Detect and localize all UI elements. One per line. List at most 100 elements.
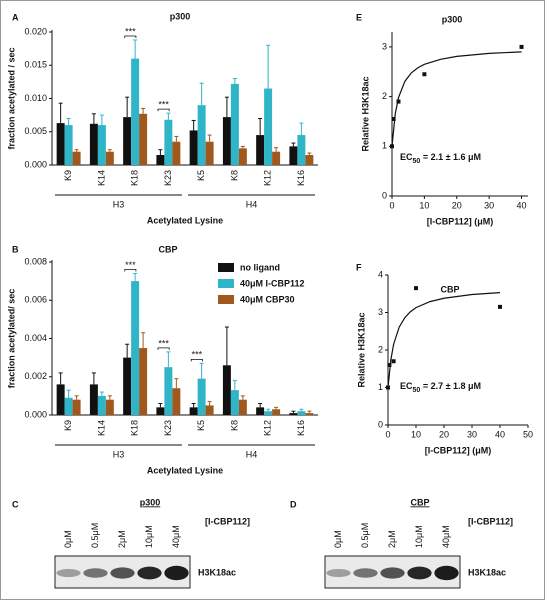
data-point: [498, 304, 502, 309]
lane-label: 0.5μM: [90, 523, 100, 548]
bar: [56, 384, 65, 415]
y-tick-label: 0.000: [24, 409, 47, 419]
group-label: H4: [246, 449, 258, 459]
ec50-annotation: EC50 = 2.7 ± 1.8 μM: [400, 381, 481, 393]
legend-label: 40μM I-CBP112: [240, 278, 305, 288]
bar: [205, 141, 214, 165]
y-axis-label: Relative H3K18ac: [360, 76, 370, 151]
bar: [264, 411, 273, 415]
data-point: [391, 359, 396, 364]
blot-band: [83, 568, 108, 578]
bar: [56, 123, 65, 165]
bar: [105, 151, 114, 165]
bar: [89, 384, 98, 415]
bar: [172, 141, 181, 165]
bar: [72, 151, 81, 165]
panel-letter: E: [356, 12, 362, 22]
blot-band: [407, 566, 432, 580]
x-tick-label: K18: [130, 420, 140, 436]
y-tick-label: 0.008: [24, 256, 47, 266]
bar: [139, 113, 148, 165]
x-tick-label: K14: [96, 170, 106, 186]
bar: [164, 367, 173, 415]
significance-bracket: [157, 108, 170, 112]
y-tick-label: 0.004: [24, 333, 47, 343]
bar: [238, 148, 247, 165]
bar: [139, 348, 148, 415]
bar: [289, 413, 298, 415]
y-axis-label: fraction acetylated/ sec: [6, 289, 16, 389]
lane-label: 10μM: [144, 525, 154, 548]
panel-letter: F: [356, 262, 362, 272]
bar: [305, 155, 314, 165]
x-axis-label: [I-CBP112] (μM): [427, 216, 494, 226]
bar: [164, 119, 173, 165]
x-tick-label: K16: [296, 420, 306, 436]
chart-title: p300: [442, 14, 463, 24]
x-tick-label: K16: [296, 170, 306, 186]
y-tick-label: 0.000: [24, 159, 47, 169]
x-tick-label: K9: [63, 170, 73, 181]
data-point: [387, 363, 392, 367]
significance-label: ***: [125, 260, 136, 270]
lane-label: 0μM: [63, 530, 73, 548]
x-tick-label: K14: [96, 420, 106, 436]
x-tick-label: 40: [517, 200, 527, 210]
significance-bracket: [157, 347, 170, 350]
legend-swatch: [218, 279, 234, 288]
y-tick-label: 0.002: [24, 371, 47, 381]
x-tick-label: K18: [130, 170, 140, 186]
data-point: [396, 99, 401, 104]
fit-curve: [387, 292, 501, 388]
bar: [156, 155, 165, 165]
ec50-text: = 2.7 ± 1.8 μM: [420, 381, 481, 391]
x-tick-label: K12: [263, 420, 273, 436]
x-tick-label: 10: [411, 429, 421, 439]
y-tick-label: 0.010: [24, 93, 47, 103]
lane-label: 10μM: [414, 525, 424, 548]
bar: [305, 413, 314, 415]
significance-label: ***: [192, 350, 203, 360]
x-axis-label: Acetylated Lysine: [147, 465, 223, 475]
group-label: H3: [113, 449, 125, 459]
blot-band: [110, 567, 135, 579]
bar: [197, 105, 206, 165]
bar: [172, 388, 181, 415]
significance-bracket: [190, 358, 203, 362]
x-tick-label: 30: [467, 429, 477, 439]
data-point: [422, 72, 427, 77]
lane-label: 2μM: [117, 530, 127, 548]
x-tick-label: K9: [63, 420, 73, 431]
x-tick-label: 0: [389, 200, 394, 210]
y-tick-label: 4: [378, 269, 383, 279]
ec50-sub: 50: [413, 158, 421, 165]
bar: [272, 151, 281, 165]
panel-letter: C: [12, 499, 19, 509]
bar: [197, 378, 206, 415]
bar: [72, 399, 81, 415]
ec50-text: = 2.1 ± 1.6 μM: [420, 152, 481, 162]
band-label: H3K18ac: [198, 567, 236, 577]
bar: [289, 146, 298, 165]
x-tick-label: 20: [439, 429, 449, 439]
y-tick-label: 2: [378, 344, 383, 354]
blot-title: p300: [140, 497, 161, 507]
bar: [189, 407, 198, 415]
lane-label: 0μM: [333, 530, 343, 548]
data-point: [386, 385, 390, 390]
y-tick-label: 0.005: [24, 126, 47, 136]
x-axis-label: [I-CBP112] (μM): [425, 445, 492, 455]
ec50-annotation: EC50 = 2.1 ± 1.6 μM: [400, 152, 481, 164]
blot-band: [56, 569, 81, 577]
y-tick-label: 0.015: [24, 60, 47, 70]
x-tick-label: K23: [163, 420, 173, 436]
significance-label: ***: [158, 338, 169, 348]
legend-label: no ligand: [240, 262, 280, 272]
panel-letter: A: [12, 12, 19, 22]
significance-label: ***: [158, 100, 169, 110]
legend-swatch: [218, 263, 234, 272]
blot-band: [380, 567, 405, 579]
x-tick-label: 20: [452, 200, 462, 210]
